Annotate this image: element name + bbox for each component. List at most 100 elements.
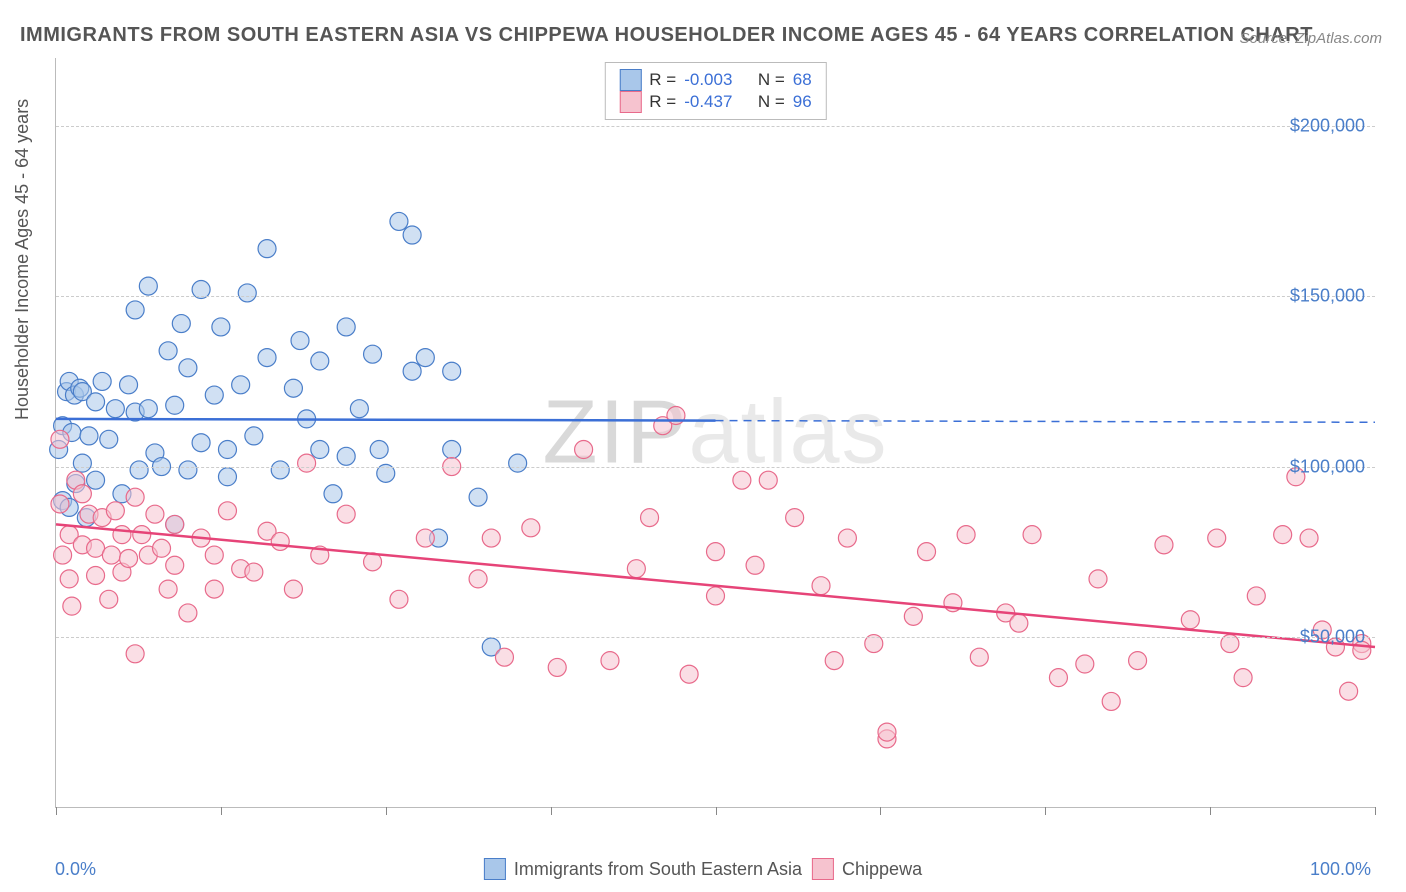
scatter-point <box>238 284 256 302</box>
scatter-point <box>403 226 421 244</box>
scatter-point <box>707 587 725 605</box>
scatter-point <box>1076 655 1094 673</box>
scatter-point <box>733 471 751 489</box>
chart-container: IMMIGRANTS FROM SOUTH EASTERN ASIA VS CH… <box>0 0 1406 892</box>
gridline-h <box>56 296 1375 297</box>
r-label-2: R = <box>649 92 676 112</box>
scatter-point <box>73 454 91 472</box>
scatter-point <box>284 580 302 598</box>
gridline-h <box>56 126 1375 127</box>
n-label-1: N = <box>758 70 785 90</box>
scatter-point <box>311 441 329 459</box>
scatter-point <box>291 332 309 350</box>
x-tick <box>1210 807 1211 815</box>
scatter-point <box>166 556 184 574</box>
scatter-point <box>337 447 355 465</box>
scatter-point <box>786 509 804 527</box>
scatter-point <box>120 549 138 567</box>
scatter-point <box>509 454 527 472</box>
scatter-point <box>179 461 197 479</box>
scatter-point <box>1234 669 1252 687</box>
scatter-point <box>54 546 72 564</box>
scatter-point <box>232 376 250 394</box>
scatter-point <box>166 515 184 533</box>
scatter-point <box>838 529 856 547</box>
legend-swatch-series2-b <box>812 858 834 880</box>
scatter-point <box>73 485 91 503</box>
legend-label-series2: Chippewa <box>842 859 922 880</box>
legend-stats: R = -0.003 N = 68 R = -0.437 N = 96 <box>604 62 826 120</box>
scatter-point <box>759 471 777 489</box>
legend-item-series1: Immigrants from South Eastern Asia <box>484 858 802 880</box>
scatter-point <box>80 427 98 445</box>
scatter-point <box>812 577 830 595</box>
scatter-point <box>1155 536 1173 554</box>
scatter-point <box>350 400 368 418</box>
scatter-point <box>1049 669 1067 687</box>
scatter-point <box>416 529 434 547</box>
x-tick <box>716 807 717 815</box>
regression-line-series1-dashed <box>716 421 1376 423</box>
scatter-point <box>120 376 138 394</box>
scatter-point <box>113 526 131 544</box>
scatter-point <box>878 723 896 741</box>
scatter-point <box>364 345 382 363</box>
r-value-2: -0.437 <box>684 92 732 112</box>
scatter-point <box>370 441 388 459</box>
legend-swatch-series1 <box>619 69 641 91</box>
r-value-1: -0.003 <box>684 70 732 90</box>
scatter-point <box>271 461 289 479</box>
y-tick-label: $100,000 <box>1290 456 1365 477</box>
plot-area: ZIPatlas R = -0.003 N = 68 R = -0.437 N … <box>55 58 1375 808</box>
scatter-point <box>469 570 487 588</box>
scatter-point <box>106 400 124 418</box>
scatter-point <box>970 648 988 666</box>
scatter-point <box>667 406 685 424</box>
scatter-point <box>218 468 236 486</box>
legend-stats-row-2: R = -0.437 N = 96 <box>619 91 811 113</box>
scatter-point <box>1089 570 1107 588</box>
scatter-point <box>172 315 190 333</box>
scatter-point <box>337 505 355 523</box>
scatter-point <box>60 570 78 588</box>
scatter-point <box>100 430 118 448</box>
regression-line-series1 <box>56 419 716 421</box>
scatter-point <box>271 532 289 550</box>
scatter-point <box>166 396 184 414</box>
scatter-point <box>159 342 177 360</box>
scatter-point <box>51 430 69 448</box>
scatter-point <box>205 386 223 404</box>
gridline-h <box>56 637 1375 638</box>
legend-item-series2: Chippewa <box>812 858 922 880</box>
scatter-point <box>390 590 408 608</box>
scatter-point <box>601 652 619 670</box>
x-tick <box>551 807 552 815</box>
y-tick-label: $200,000 <box>1290 116 1365 137</box>
scatter-point <box>469 488 487 506</box>
legend-swatch-series2 <box>619 91 641 113</box>
scatter-point <box>218 502 236 520</box>
scatter-point <box>258 240 276 258</box>
scatter-point <box>126 301 144 319</box>
legend-label-series1: Immigrants from South Eastern Asia <box>514 859 802 880</box>
scatter-point <box>1340 682 1358 700</box>
scatter-point <box>904 607 922 625</box>
scatter-point <box>918 543 936 561</box>
scatter-point <box>443 441 461 459</box>
scatter-point <box>957 526 975 544</box>
scatter-point <box>102 546 120 564</box>
scatter-point <box>641 509 659 527</box>
scatter-point <box>1300 529 1318 547</box>
scatter-plot-svg <box>56 58 1375 807</box>
scatter-point <box>87 393 105 411</box>
scatter-point <box>205 580 223 598</box>
scatter-point <box>51 495 69 513</box>
y-tick-label: $50,000 <box>1300 626 1365 647</box>
scatter-point <box>63 597 81 615</box>
scatter-point <box>825 652 843 670</box>
source-label: Source: ZipAtlas.com <box>1239 30 1382 47</box>
gridline-h <box>56 467 1375 468</box>
scatter-point <box>179 359 197 377</box>
scatter-point <box>146 505 164 523</box>
r-label-1: R = <box>649 70 676 90</box>
